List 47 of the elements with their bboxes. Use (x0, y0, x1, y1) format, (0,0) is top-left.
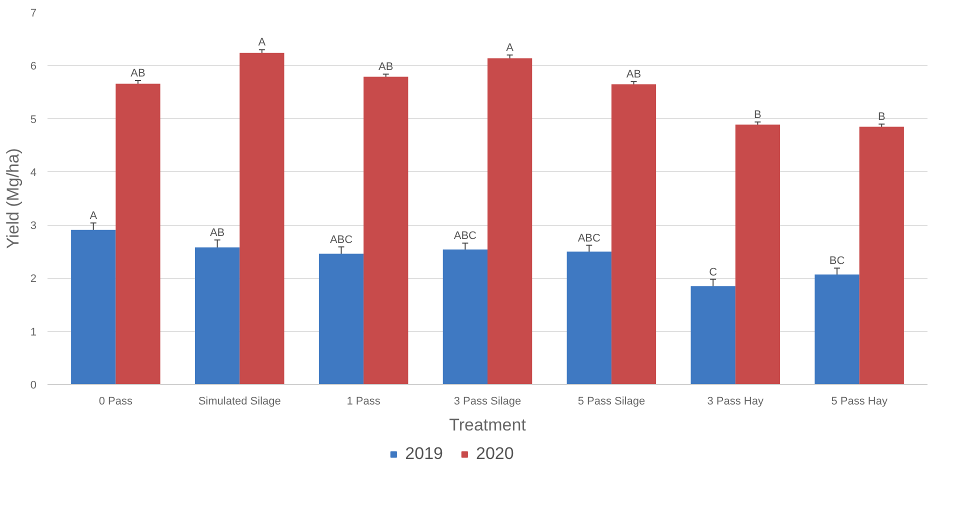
annotation: AB (378, 61, 394, 74)
y-tick-label: 4 (30, 166, 37, 179)
y-tick-label: 5 (30, 114, 37, 126)
annotation: A (506, 42, 514, 54)
x-axis-title: Treatment (449, 416, 526, 434)
annotation: BC (829, 255, 845, 268)
x-tick-label: 3 Pass Silage (454, 396, 522, 408)
bar (566, 252, 612, 384)
annotation: AB (626, 68, 642, 81)
annotation: ABC (330, 234, 353, 246)
x-tick-label: 5 Pass Silage (578, 396, 646, 408)
annotation: A (90, 210, 98, 222)
bar (364, 76, 408, 384)
bar (194, 247, 240, 384)
annotation: AB (130, 68, 146, 80)
legend-label: 2019 (405, 444, 443, 464)
bar (116, 84, 160, 384)
x-tick-label: 0 Pass (98, 396, 133, 408)
bar (318, 254, 364, 384)
x-tick-label: 3 Pass Hay (707, 396, 764, 408)
annotation: ABC (454, 230, 477, 242)
x-tick-label: 1 Pass (346, 396, 381, 408)
annotation: B (754, 108, 762, 121)
bar (71, 230, 116, 384)
y-tick-label: 3 (30, 220, 37, 232)
bar (735, 124, 780, 384)
y-tick-label: 6 (30, 60, 37, 73)
x-tick-label: Simulated Silage (198, 396, 281, 408)
bar (240, 52, 284, 384)
y-tick-label: 7 (30, 8, 37, 20)
bar (488, 58, 532, 384)
y-tick-label: 2 (30, 273, 37, 286)
bar (690, 286, 736, 384)
y-tick-label: 0 (30, 380, 37, 392)
annotation: B (878, 111, 886, 124)
annotation: A (258, 36, 266, 49)
bar (442, 250, 488, 384)
legend-label: 2020 (476, 444, 514, 464)
bar (814, 274, 860, 384)
annotation: AB (210, 226, 225, 239)
annotation: C (709, 266, 718, 278)
annotation: ABC (578, 232, 600, 244)
bar (611, 84, 656, 384)
y-tick-label: 1 (30, 326, 37, 338)
bar (859, 126, 904, 384)
x-tick-label: 5 Pass Hay (831, 396, 888, 408)
y-axis-title: Yield (Mg/ha) (3, 148, 22, 249)
